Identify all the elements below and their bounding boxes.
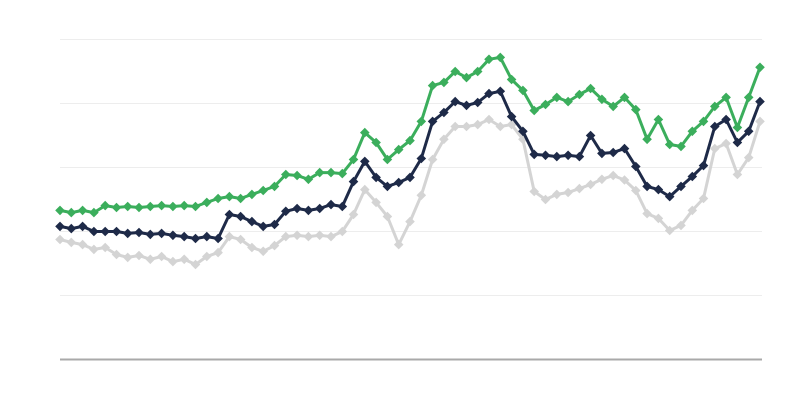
green-series <box>55 52 765 218</box>
data-series <box>55 52 765 270</box>
gridlines <box>60 39 762 296</box>
gray-series <box>55 114 765 270</box>
navy-series <box>55 86 765 244</box>
